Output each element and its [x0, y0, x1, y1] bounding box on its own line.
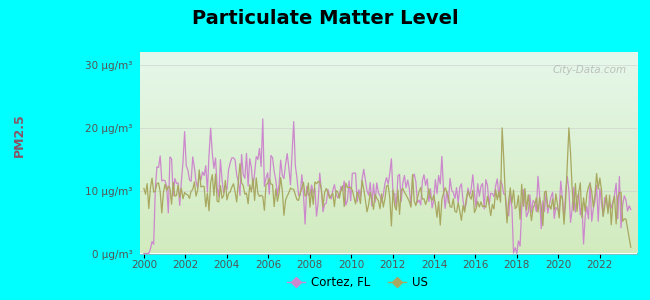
Text: City-Data.com: City-Data.com	[553, 64, 627, 75]
Text: PM2.5: PM2.5	[13, 113, 26, 157]
Text: Particulate Matter Level: Particulate Matter Level	[192, 9, 458, 28]
Legend: Cortez, FL, US: Cortez, FL, US	[283, 272, 432, 294]
